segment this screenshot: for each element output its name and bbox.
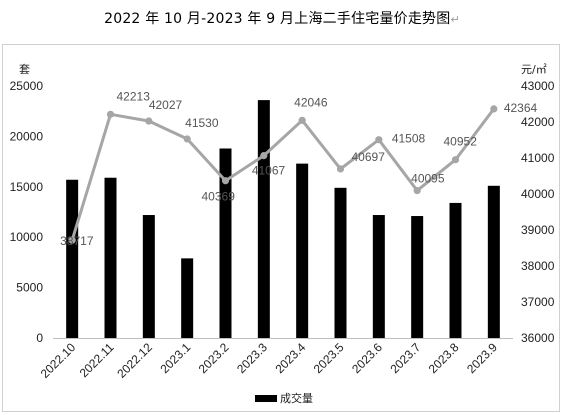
price-point-2022.11 bbox=[106, 110, 115, 118]
y-right-unit: 元/㎡ bbox=[521, 63, 547, 76]
chart-canvas: 套 元/㎡ 0 5000 10000 15000 20000 25000 36000 37000 3… bbox=[10, 63, 555, 405]
y-right-tick: 38000 bbox=[521, 259, 555, 273]
y-right-tick: 43000 bbox=[521, 79, 555, 93]
price-label-2023.5: 40697 bbox=[352, 150, 386, 164]
legend-label: 成交量 bbox=[280, 391, 313, 405]
legend-swatch bbox=[255, 395, 277, 402]
price-label-2022.12: 42027 bbox=[149, 98, 183, 112]
y-right-tick: 41000 bbox=[521, 151, 555, 165]
price-point-2023.4 bbox=[298, 116, 306, 124]
price-label-2023.6: 41508 bbox=[392, 132, 426, 146]
paragraph-mark-icon: ↵ bbox=[450, 13, 460, 26]
price-point-2023.5 bbox=[336, 165, 345, 173]
price-point-2023.3 bbox=[260, 151, 268, 160]
x-tick-2023.3: 2023.3 bbox=[234, 340, 270, 376]
bar-2023.7 bbox=[411, 216, 424, 338]
price-point-2023.8 bbox=[451, 156, 460, 164]
y-right-tick: 36000 bbox=[521, 331, 555, 345]
price-label-2023.1: 41530 bbox=[185, 116, 219, 130]
bar-2023.5 bbox=[334, 187, 347, 338]
x-tick-2022.10: 2022.10 bbox=[38, 340, 79, 381]
bar-2023.1 bbox=[181, 258, 194, 338]
bar-2022.10 bbox=[66, 179, 79, 338]
bar-2023.3 bbox=[257, 100, 270, 338]
price-label-2023.7: 40095 bbox=[411, 172, 445, 186]
x-tick-2023.5: 2023.5 bbox=[311, 340, 347, 376]
price-label-2023.8: 40952 bbox=[444, 135, 478, 149]
price-point-2023.2 bbox=[221, 177, 230, 185]
y-left-unit: 套 bbox=[19, 63, 30, 76]
price-point-2022.12 bbox=[145, 117, 153, 125]
price-label-2023.9: 42364 bbox=[504, 101, 538, 115]
y-left-tick: 10000 bbox=[10, 230, 44, 244]
y-right-tick: 42000 bbox=[521, 115, 555, 129]
bar-2023.4 bbox=[296, 163, 309, 338]
y-left-tick: 0 bbox=[36, 331, 43, 345]
x-tick-2023.1: 2023.1 bbox=[157, 340, 193, 376]
price-label-2023.3: 41067 bbox=[252, 164, 286, 178]
x-tick-2023.7: 2023.7 bbox=[387, 340, 423, 376]
y-left-tick: 20000 bbox=[10, 129, 44, 143]
price-label-2022.11: 42213 bbox=[117, 89, 151, 103]
bar-2023.8 bbox=[449, 202, 462, 338]
y-right-tick: 39000 bbox=[521, 223, 555, 237]
price-label-2022.10: 38717 bbox=[60, 234, 94, 248]
price-point-2023.1 bbox=[183, 135, 191, 143]
price-point-2022.10 bbox=[68, 236, 76, 244]
y-right-tick: 37000 bbox=[521, 295, 555, 309]
chart-title-text: 2022 年 10 月-2023 年 9 月上海二手住宅量价走势图 bbox=[104, 11, 451, 27]
price-label-2023.4: 42046 bbox=[294, 95, 328, 109]
price-label-2023.2: 40369 bbox=[202, 190, 236, 204]
chart-frame: 套 元/㎡ 0 5000 10000 15000 20000 25000 36000 37000 3… bbox=[2, 44, 560, 412]
price-point-2023.7 bbox=[413, 186, 421, 195]
price-point-2023.6 bbox=[375, 136, 383, 144]
y-right-tick: 40000 bbox=[521, 187, 555, 201]
price-line bbox=[70, 107, 496, 241]
x-tick-2023.2: 2023.2 bbox=[196, 340, 232, 376]
bar-2023.6 bbox=[372, 215, 385, 338]
x-tick-2022.11: 2022.11 bbox=[77, 340, 117, 380]
price-point-2023.9 bbox=[490, 105, 498, 113]
chart-title: 2022 年 10 月-2023 年 9 月上海二手住宅量价走势图↵ bbox=[0, 8, 564, 28]
bar-2022.11 bbox=[104, 177, 117, 338]
y-left-tick: 25000 bbox=[10, 79, 44, 93]
x-tick-2023.8: 2023.8 bbox=[426, 340, 462, 376]
bar-2023.9 bbox=[487, 185, 500, 338]
y-left-tick: 15000 bbox=[10, 180, 44, 194]
x-tick-2023.4: 2023.4 bbox=[272, 340, 308, 376]
x-tick-2023.6: 2023.6 bbox=[349, 340, 385, 376]
x-tick-2023.9: 2023.9 bbox=[464, 340, 500, 376]
x-tick-2022.12: 2022.12 bbox=[114, 340, 155, 381]
bar-2023.2 bbox=[219, 148, 232, 338]
bar-2022.12 bbox=[142, 215, 155, 338]
y-left-tick: 5000 bbox=[16, 281, 43, 295]
